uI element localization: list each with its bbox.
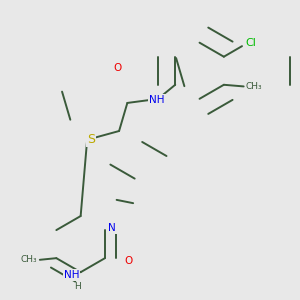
Text: S: S [87,133,95,146]
Text: O: O [124,256,133,266]
Text: O: O [113,63,122,73]
Text: N: N [108,224,116,233]
Text: H: H [74,282,81,291]
Text: NH: NH [149,94,165,105]
Text: CH₃: CH₃ [246,82,262,91]
Text: CH₃: CH₃ [21,255,38,264]
Text: Cl: Cl [246,38,257,48]
Text: NH: NH [64,270,79,280]
